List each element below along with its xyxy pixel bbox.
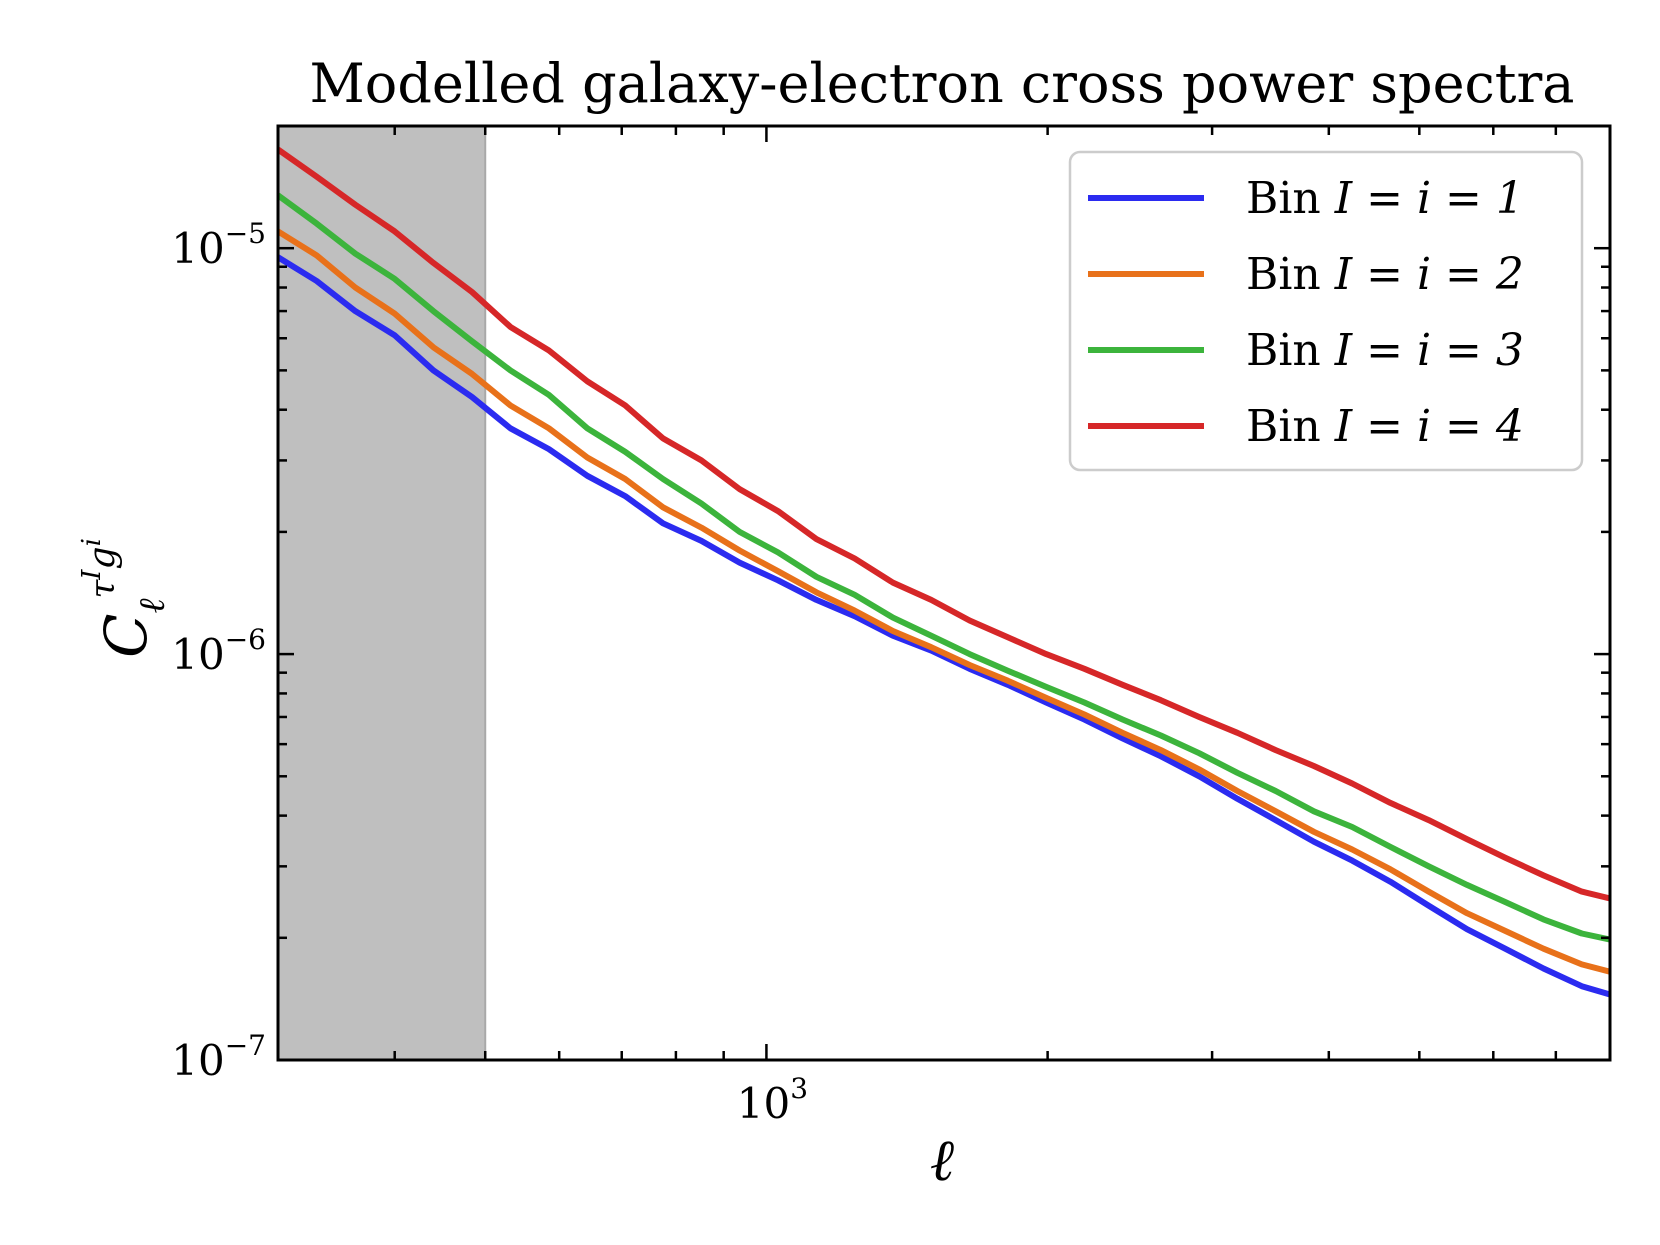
x-axis-label: ℓ <box>930 1126 954 1194</box>
series-line-bin-4 <box>278 147 1610 902</box>
plot-frame <box>276 124 1612 1062</box>
legend-label-bin-3: Bin I = i = 3 <box>1246 325 1524 376</box>
series-line-bin-3 <box>278 192 1610 943</box>
y-axis-label: CℓτIgi <box>77 538 173 658</box>
y-tick-label: 10−7 <box>171 1029 266 1085</box>
series-line-bin-2 <box>278 228 1610 975</box>
legend-label-bin-2: Bin I = i = 2 <box>1246 249 1524 300</box>
plot-area: 10−7 10−6 10−5 103 <box>171 124 1612 1128</box>
y-tick-label: 10−5 <box>171 217 266 273</box>
svg-text:CℓτIgi: CℓτIgi <box>77 538 173 658</box>
x-tick-label: 103 <box>737 1072 808 1128</box>
series-line-bin-1 <box>278 254 1610 998</box>
excluded-scale-region <box>278 126 486 1060</box>
y-tick-label: 10−6 <box>171 623 266 679</box>
chart-title: Modelled galaxy-electron cross power spe… <box>310 52 1575 115</box>
legend-label-bin-4: Bin I = i = 4 <box>1246 401 1524 452</box>
legend-label-bin-1: Bin I = i = 1 <box>1246 173 1524 224</box>
series-group <box>278 147 1610 998</box>
legend-box <box>1068 150 1584 472</box>
legend: Bin I = i = 1 Bin I = i = 2 Bin I = i = 3 B… <box>1068 150 1584 472</box>
